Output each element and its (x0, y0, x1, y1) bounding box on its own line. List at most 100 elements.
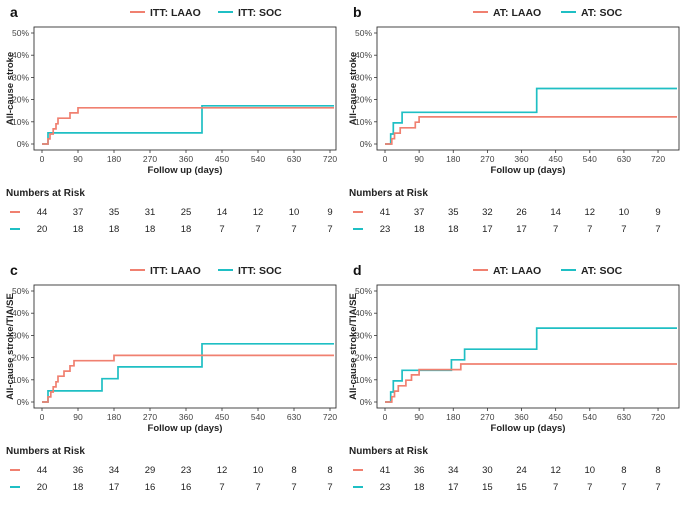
y-tick-label: 0% (17, 139, 30, 149)
risk-value: 18 (414, 482, 425, 493)
risk-value: 12 (217, 465, 228, 476)
risk-value: 44 (37, 207, 48, 218)
x-tick-label: 0 (40, 154, 45, 164)
risk-value: 10 (253, 465, 264, 476)
panel-c: c ITT: LAAO ITT: SOC 0% 10% 20% 30% 40% 50% 0 90 18… (5, 262, 337, 493)
legend-label-soc: ITT: SOC (238, 7, 282, 19)
risk-value: 7 (655, 224, 660, 235)
panel-label: a (10, 4, 18, 20)
risk-value: 15 (482, 482, 493, 493)
y-tick-label: 30% (355, 330, 372, 340)
risk-table-title: Numbers at Risk (6, 188, 85, 199)
risk-value: 18 (145, 224, 156, 235)
x-tick-label: 720 (651, 412, 665, 422)
risk-value: 36 (73, 465, 84, 476)
risk-value: 9 (655, 207, 660, 218)
y-tick-label: 10% (355, 117, 372, 127)
x-tick-label: 0 (383, 412, 388, 422)
km-curve-laao (385, 116, 677, 145)
y-tick-label: 10% (12, 375, 29, 385)
x-tick-label: 450 (549, 154, 563, 164)
risk-value: 7 (219, 224, 224, 235)
legend-label-soc: AT: SOC (581, 265, 623, 277)
risk-value: 23 (181, 465, 192, 476)
risk-value: 7 (587, 482, 592, 493)
x-tick-label: 540 (251, 412, 265, 422)
x-tick-label: 360 (514, 154, 528, 164)
risk-value: 16 (145, 482, 156, 493)
risk-value: 17 (482, 224, 493, 235)
plot-frame (33, 26, 337, 151)
risk-value: 34 (109, 465, 120, 476)
x-tick-label: 180 (107, 412, 121, 422)
km-curve-soc (385, 87, 677, 145)
risk-value: 10 (584, 465, 595, 476)
risk-value: 14 (550, 207, 561, 218)
risk-value: 10 (619, 207, 630, 218)
x-tick-label: 180 (107, 154, 121, 164)
y-tick-label: 0% (360, 139, 373, 149)
risk-value: 7 (291, 224, 296, 235)
risk-value: 12 (253, 207, 264, 218)
plot-frame (376, 284, 680, 409)
risk-value: 44 (37, 465, 48, 476)
plot-frame (376, 26, 680, 151)
y-tick-label: 40% (12, 50, 29, 60)
x-tick-label: 180 (446, 154, 460, 164)
legend-label-laao: AT: LAAO (493, 265, 541, 277)
x-tick-label: 720 (651, 154, 665, 164)
risk-value: 20 (37, 224, 48, 235)
x-tick-label: 270 (480, 412, 494, 422)
x-tick-label: 360 (179, 412, 193, 422)
risk-value: 18 (181, 224, 192, 235)
x-axis-label: Follow up (days) (148, 165, 223, 176)
risk-value: 41 (380, 207, 391, 218)
risk-table-title: Numbers at Risk (6, 446, 85, 457)
x-axis-label: Follow up (days) (148, 423, 223, 434)
risk-value: 7 (219, 482, 224, 493)
risk-value: 23 (380, 224, 391, 235)
risk-value: 12 (584, 207, 595, 218)
risk-value: 36 (414, 465, 425, 476)
y-tick-label: 30% (12, 330, 29, 340)
risk-value: 16 (181, 482, 192, 493)
legend-label-laao: ITT: LAAO (150, 7, 201, 19)
risk-value: 35 (109, 207, 120, 218)
risk-value: 10 (289, 207, 300, 218)
risk-table-title: Numbers at Risk (349, 446, 428, 457)
risk-value: 8 (327, 465, 332, 476)
risk-value: 14 (217, 207, 228, 218)
y-tick-label: 10% (12, 117, 29, 127)
y-tick-label: 20% (355, 353, 372, 363)
y-axis-label: All-cause stroke (348, 52, 359, 125)
legend-label-soc: ITT: SOC (238, 265, 282, 277)
x-tick-label: 720 (323, 154, 337, 164)
panel-b: b AT: LAAO AT: SOC 0% 10% 20% 30% 40% 50% 0 90 180 2… (348, 4, 680, 235)
risk-value: 34 (448, 465, 459, 476)
risk-value: 7 (327, 224, 332, 235)
km-curve-laao (42, 106, 334, 145)
risk-value: 35 (448, 207, 459, 218)
y-tick-label: 50% (12, 286, 29, 296)
risk-value: 29 (145, 465, 156, 476)
x-tick-label: 540 (251, 154, 265, 164)
risk-value: 8 (621, 465, 626, 476)
x-tick-label: 180 (446, 412, 460, 422)
x-tick-label: 360 (179, 154, 193, 164)
x-tick-label: 450 (215, 412, 229, 422)
risk-value: 7 (655, 482, 660, 493)
risk-value: 17 (448, 482, 459, 493)
km-curve-soc (42, 104, 334, 145)
y-tick-label: 0% (360, 397, 373, 407)
risk-value: 20 (37, 482, 48, 493)
x-tick-label: 630 (617, 154, 631, 164)
panel-d: d AT: LAAO AT: SOC 0% 10% 20% 30% 40% 50% 0 90 180 2… (348, 262, 680, 493)
y-tick-label: 50% (355, 28, 372, 38)
risk-value: 7 (291, 482, 296, 493)
risk-value: 18 (109, 224, 120, 235)
risk-value: 7 (621, 224, 626, 235)
x-tick-label: 0 (383, 154, 388, 164)
risk-value: 41 (380, 465, 391, 476)
risk-value: 37 (73, 207, 84, 218)
